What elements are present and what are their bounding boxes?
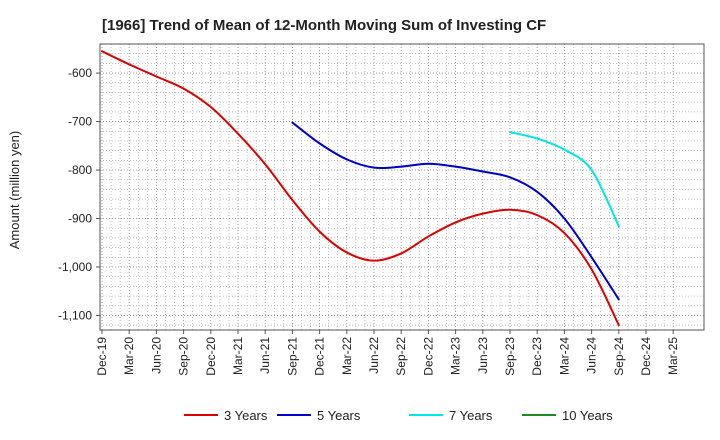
x-tick-label: Jun-24	[585, 337, 599, 374]
series-line-3-years	[101, 50, 620, 327]
legend: 3 Years 5 Years 7 Years 10 Years	[184, 408, 613, 423]
y-tick-label: -700	[68, 115, 92, 129]
y-tick-label: -1,000	[58, 260, 92, 274]
series-layer	[101, 50, 620, 327]
x-tick-label: Jun-23	[476, 337, 490, 374]
x-tick-label: Dec-23	[530, 337, 544, 376]
x-tick-label: Jun-21	[258, 337, 272, 374]
x-tick-label: Dec-21	[313, 337, 327, 376]
legend-label: 7 Years	[449, 408, 493, 423]
legend-label: 10 Years	[562, 408, 613, 423]
y-tick-label: -900	[68, 212, 92, 226]
y-tick-label: -600	[68, 66, 92, 80]
x-tick-label: Dec-19	[95, 337, 109, 376]
legend-label: 5 Years	[317, 408, 361, 423]
plot-area	[100, 44, 704, 330]
plot-border	[99, 43, 705, 331]
y-tick-label: -1,100	[58, 308, 92, 322]
y-tick-label: -800	[68, 163, 92, 177]
y-axis-ticks: -600 -700 -800 -900 -1,000 -1,100	[58, 66, 100, 322]
series-line-5-years	[291, 121, 620, 301]
x-tick-label: Jun-22	[367, 337, 381, 374]
x-tick-label: Dec-22	[421, 337, 435, 376]
chart-title: [1966] Trend of Mean of 12-Month Moving …	[102, 17, 546, 34]
x-tick-label: Dec-20	[204, 337, 218, 376]
y-axis-label: Amount (million yen)	[7, 131, 22, 250]
x-tick-label: Sep-21	[285, 337, 299, 376]
x-tick-label: Mar-21	[231, 337, 245, 375]
x-tick-label: Mar-20	[122, 337, 136, 375]
x-tick-label: Sep-20	[177, 337, 191, 376]
series-line-7-years	[509, 131, 620, 228]
x-tick-label: Mar-23	[449, 337, 463, 375]
x-tick-label: Jun-20	[149, 337, 163, 374]
x-tick-label: Sep-22	[394, 337, 408, 376]
x-tick-label: Mar-25	[666, 337, 680, 375]
x-tick-label: Mar-24	[557, 337, 571, 375]
x-tick-label: Dec-24	[639, 337, 653, 376]
x-tick-label: Sep-23	[503, 337, 517, 376]
x-tick-label: Mar-22	[340, 337, 354, 375]
x-tick-label: Sep-24	[612, 337, 626, 376]
x-axis-ticks: Dec-19 Mar-20 Jun-20 Sep-20 Dec-20 Mar-21 Jun-…	[95, 330, 680, 376]
legend-label: 3 Years	[224, 408, 268, 423]
